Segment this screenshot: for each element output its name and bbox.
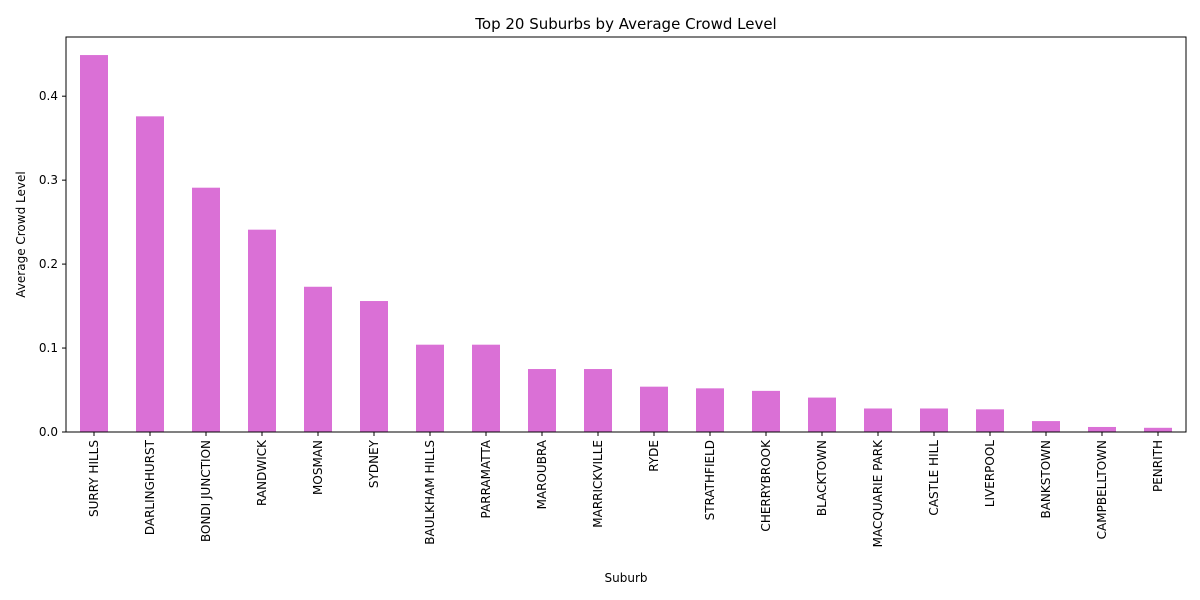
x-tick-label: DARLINGHURST bbox=[143, 439, 157, 535]
x-tick-label: RYDE bbox=[647, 440, 661, 472]
chart-title: Top 20 Suburbs by Average Crowd Level bbox=[474, 15, 776, 33]
x-tick-label: LIVERPOOL bbox=[983, 440, 997, 507]
plot-frame bbox=[65, 36, 1187, 433]
bar-maroubra bbox=[528, 369, 556, 432]
x-tick-label: BANKSTOWN bbox=[1039, 440, 1053, 519]
x-tick-label: MOSMAN bbox=[311, 440, 325, 495]
bar-surry-hills bbox=[80, 55, 108, 432]
y-tick-label: 0.1 bbox=[39, 341, 58, 355]
x-tick-label: SURRY HILLS bbox=[87, 440, 101, 517]
x-tick-label: BONDI JUNCTION bbox=[199, 440, 213, 542]
bar-liverpool bbox=[976, 409, 1004, 432]
bar-cherrybrook bbox=[752, 390, 780, 432]
x-tick-label: SYDNEY bbox=[367, 439, 381, 488]
x-tick-label: BLACKTOWN bbox=[815, 440, 829, 516]
bar-castle-hill bbox=[920, 408, 948, 432]
bar-strathfield bbox=[696, 388, 724, 432]
bars-layer bbox=[80, 55, 1172, 432]
bar-darlinghurst bbox=[136, 116, 164, 432]
y-tick-label: 0.2 bbox=[39, 257, 58, 271]
x-tick-label: CAMPBELLTOWN bbox=[1095, 440, 1109, 539]
bar-marrickville bbox=[584, 369, 612, 432]
y-tick-label: 0.3 bbox=[39, 173, 58, 187]
bar-penrith bbox=[1144, 427, 1172, 432]
y-axis: 0.0 0.1 0.2 0.3 0.4 bbox=[39, 89, 66, 439]
x-tick-label: BAULKHAM HILLS bbox=[423, 440, 437, 545]
x-tick-label: STRATHFIELD bbox=[703, 440, 717, 520]
y-axis-title: Average Crowd Level bbox=[14, 171, 28, 297]
bar-bankstown bbox=[1032, 421, 1060, 432]
x-axis-title: Suburb bbox=[605, 571, 648, 585]
bar-blacktown bbox=[808, 397, 836, 432]
x-tick-label: MAROUBRA bbox=[535, 439, 549, 509]
y-tick-label: 0.0 bbox=[39, 425, 58, 439]
bar-parramatta bbox=[472, 344, 500, 432]
y-tick-label: 0.4 bbox=[39, 89, 58, 103]
bar-macquarie-park bbox=[864, 408, 892, 432]
bar-mosman bbox=[304, 286, 332, 432]
bar-baulkham-hills bbox=[416, 344, 444, 432]
x-tick-label: PARRAMATTA bbox=[479, 439, 493, 518]
x-tick-label: MACQUARIE PARK bbox=[871, 439, 885, 547]
x-tick-label: MARRICKVILLE bbox=[591, 440, 605, 528]
x-tick-label: CHERRYBROOK bbox=[759, 439, 773, 532]
bar-campbelltown bbox=[1088, 426, 1116, 432]
bar-sydney bbox=[360, 301, 388, 432]
bar-bondi-junction bbox=[192, 187, 220, 432]
x-tick-label: CASTLE HILL bbox=[927, 440, 941, 516]
x-tick-label: RANDWICK bbox=[255, 439, 269, 506]
x-tick-label: PENRITH bbox=[1151, 440, 1165, 492]
bar-ryde bbox=[640, 386, 668, 432]
x-axis: SURRY HILLS DARLINGHURST BONDI JUNCTION RAN… bbox=[87, 432, 1165, 547]
bar-randwick bbox=[248, 229, 276, 432]
